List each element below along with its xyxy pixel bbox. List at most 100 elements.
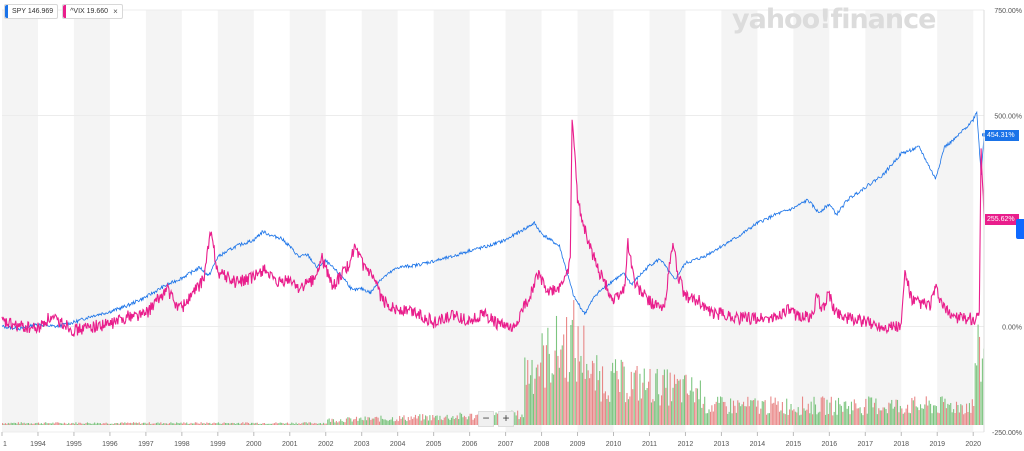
volume-bar [801,396,804,425]
volume-bar [423,419,425,425]
volume-bar [684,375,686,425]
volume-bar [311,423,313,425]
volume-bar [535,367,537,425]
volume-bar [829,402,831,425]
volume-bar [599,371,601,425]
scroll-edge-handle[interactable] [1016,219,1024,239]
volume-bar [236,423,238,425]
volume-bar [118,423,120,425]
x-tick-label: 1996 [102,441,118,448]
volume-bar [961,405,963,425]
volume-bar [735,412,737,425]
volume-bar [885,409,887,425]
x-tick-label: 2020 [965,441,981,448]
volume-bar [358,418,360,425]
volume-bar [458,419,460,425]
volume-bar [168,423,171,425]
volume-bar [882,407,884,425]
volume-bar [187,423,189,425]
volume-bar [613,372,615,425]
volume-bar [148,422,150,425]
volume-bar [691,377,693,425]
volume-bar [117,423,119,425]
volume-bar [587,370,589,425]
x-tick-label: 2002 [318,441,334,448]
volume-bar [33,423,35,425]
volume-bar [7,422,9,425]
volume-bar [917,407,919,425]
volume-bar [366,420,368,425]
volume-bar [364,416,366,425]
volume-bar [69,423,71,425]
volume-bar [6,423,8,425]
volume-bar [194,422,196,425]
volume-bar [827,413,829,425]
volume-bar [532,393,535,425]
volume-bar [401,417,404,425]
volume-bar [82,423,84,425]
volume-bar [745,406,747,425]
volume-bar [223,422,225,425]
volume-bar [437,420,440,425]
volume-bar [112,423,114,425]
volume-bar [55,422,57,425]
volume-bar [545,345,547,425]
volume-bar [371,418,373,425]
volume-bar [84,423,86,425]
volume-bar [557,355,559,425]
volume-bar [314,422,316,425]
volume-bar [695,388,697,425]
y-tick-label: 500.00% [994,114,1022,121]
volume-bar [685,374,687,425]
volume-bar [355,416,358,425]
volume-bar [822,396,824,425]
legend-chip-spy[interactable]: SPY 146.969 [4,4,59,19]
volume-bar [925,396,927,425]
volume-bar [189,423,191,425]
volume-bar [95,423,97,425]
volume-bar [143,422,145,425]
volume-bar [937,412,939,425]
volume-bar [98,423,100,425]
volume-bar [4,423,6,425]
volume-bar [734,405,736,425]
volume-bar [469,413,471,425]
volume-bar [407,417,409,425]
zoom-in-button[interactable]: + [498,411,514,427]
volume-bar [92,423,94,425]
volume-bar [315,423,317,425]
volume-bar [332,419,335,425]
volume-bar [560,349,562,425]
volume-bar [20,422,22,425]
volume-bar [37,422,40,425]
volume-bar [459,412,461,425]
volume-bar [173,423,175,425]
volume-bar [944,398,946,425]
volume-bar [132,422,135,425]
volume-bar [577,326,579,425]
volume-bar [161,423,163,425]
volume-bar [256,422,258,425]
volume-bar [812,414,814,425]
year-band [433,10,470,432]
volume-bar [72,422,74,425]
volume-bar [753,400,755,425]
x-tick-label: 2012 [678,441,694,448]
volume-bar [295,422,297,425]
close-icon[interactable]: × [113,7,118,16]
zoom-out-button[interactable]: − [478,411,494,427]
volume-bar [967,412,969,425]
x-tick-label: 2001 [282,441,298,448]
volume-bar [59,422,61,425]
volume-bar [973,406,975,425]
volume-bar [109,423,112,425]
legend-chip-vix[interactable]: ^VIX 19.660 × [62,4,123,19]
x-tick-label: 2003 [354,441,370,448]
volume-bar [696,388,699,425]
volume-bar [417,416,419,425]
volume-bar [820,397,822,425]
volume-bar [460,413,463,425]
volume-bar [495,412,497,425]
volume-bar [445,416,447,425]
